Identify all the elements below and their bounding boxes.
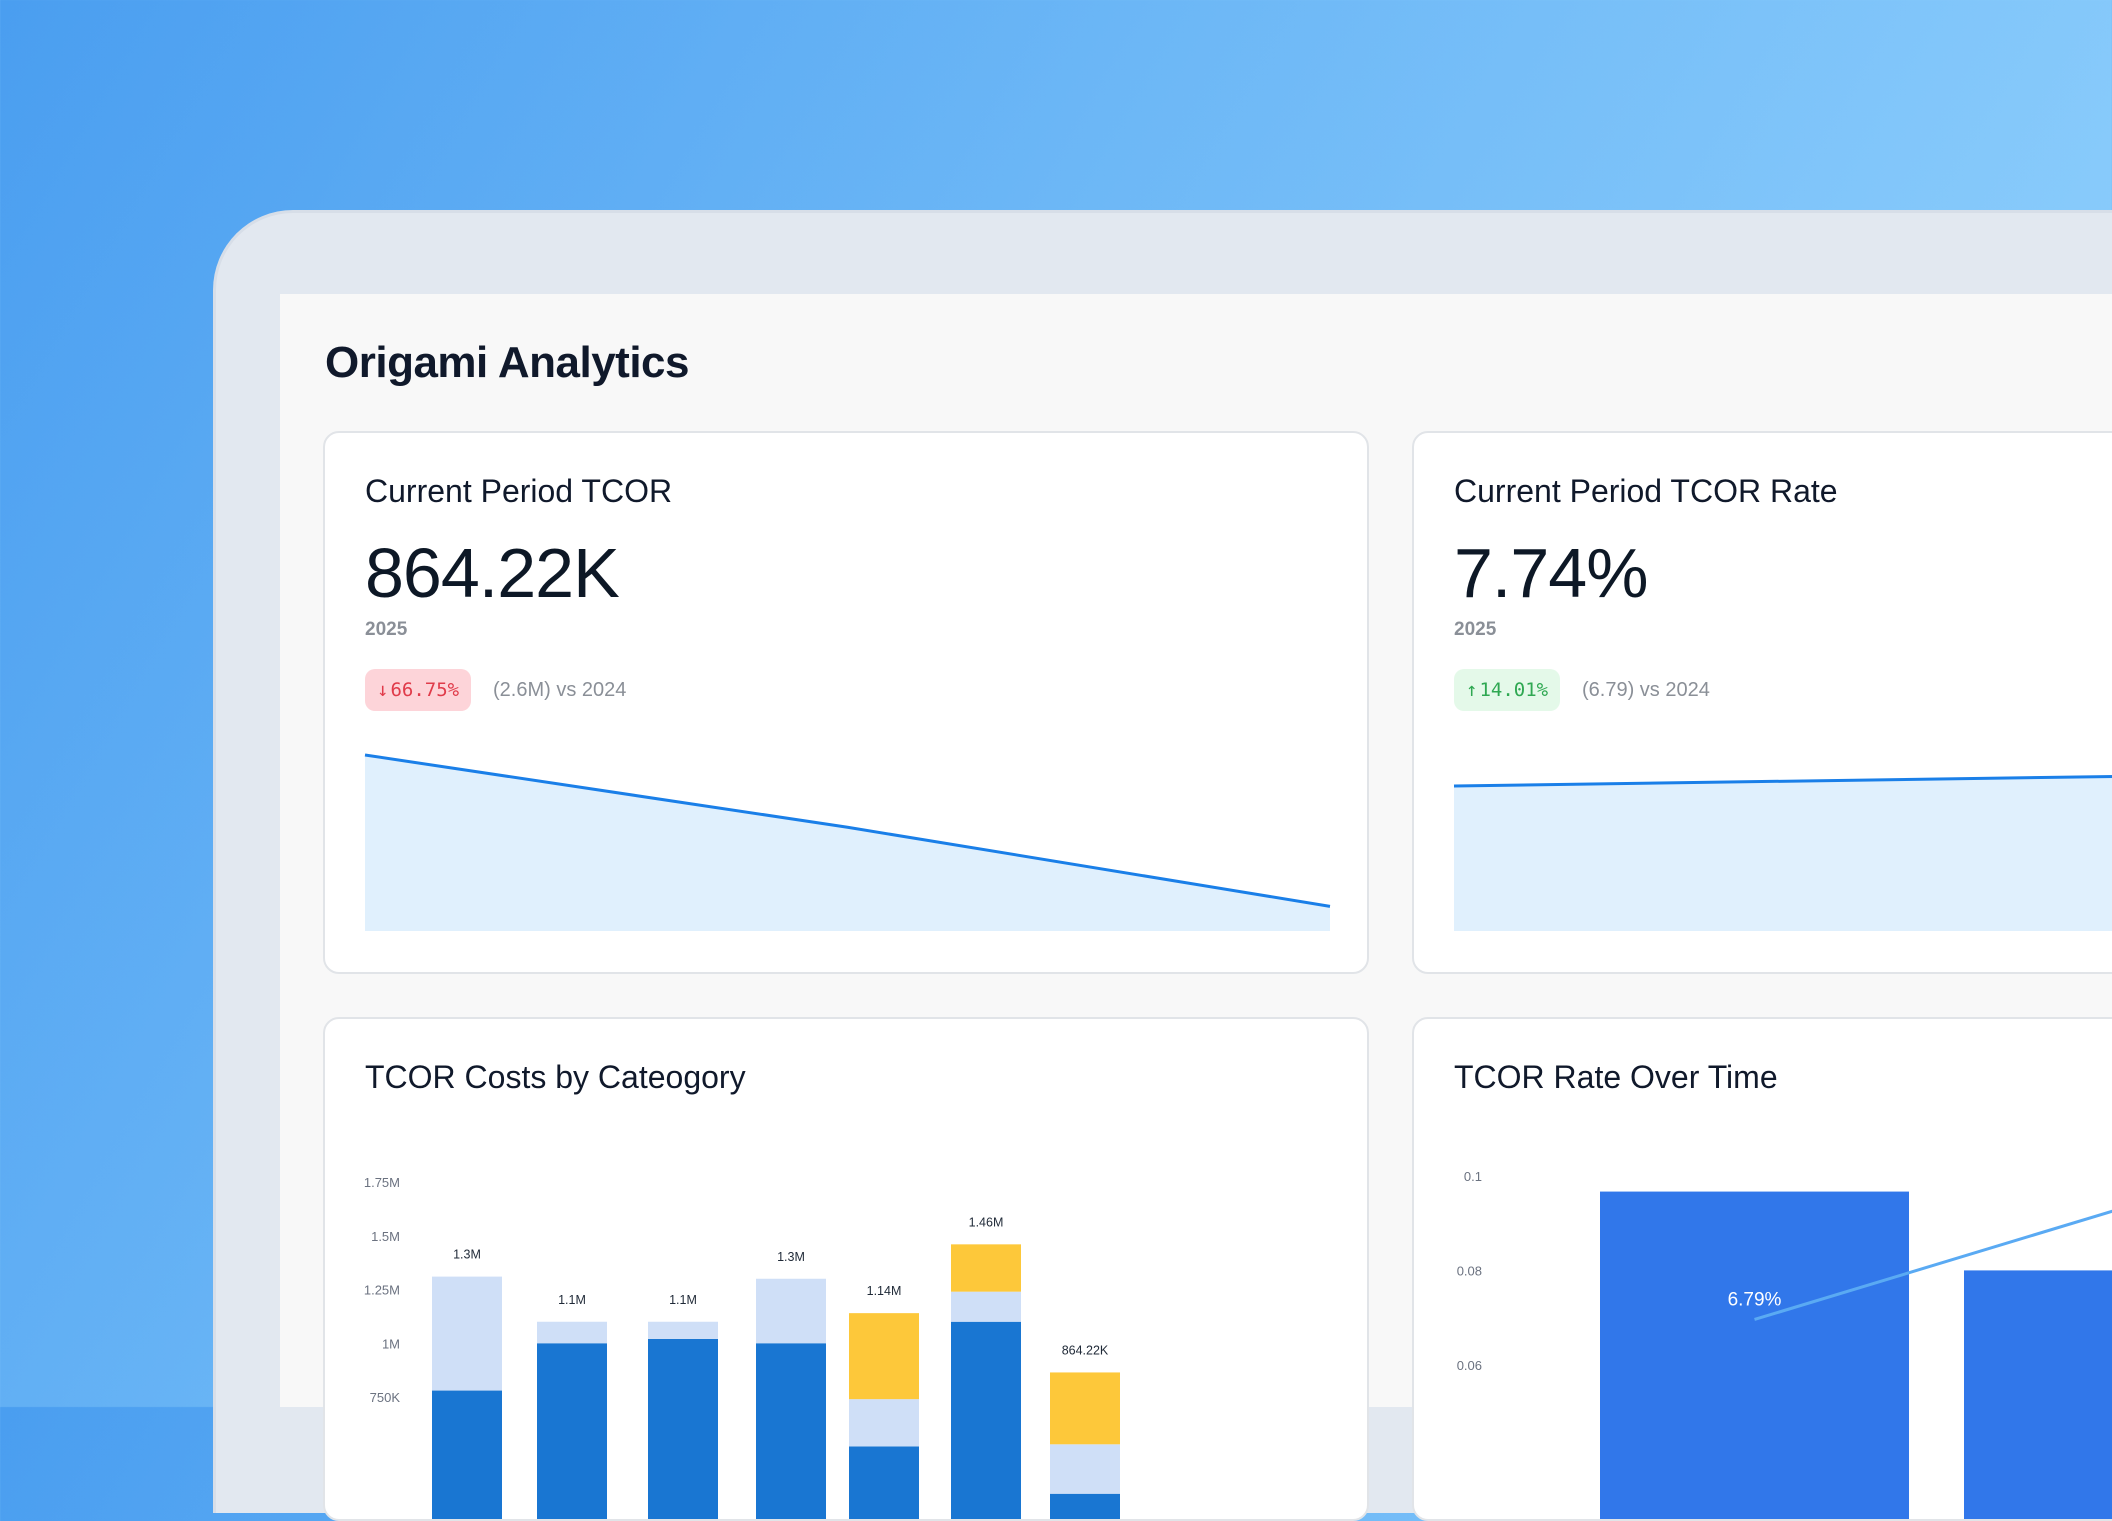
bar-total-label: 1.1M: [558, 1293, 586, 1307]
y-tick-label: 1.5M: [371, 1229, 400, 1244]
bar-segment: [432, 1277, 502, 1391]
bar-total-label: 1.14M: [867, 1284, 902, 1298]
bar-segment: [756, 1279, 826, 1344]
bar-segment: [849, 1399, 919, 1446]
bar-segment: [756, 1343, 826, 1521]
bar-segment: [849, 1313, 919, 1399]
y-tick-label: 750K: [370, 1390, 401, 1405]
bar-value-label: 6.79%: [1728, 1289, 1782, 1310]
rate-bar: [1964, 1270, 2112, 1521]
app-title: Origami Analytics: [325, 338, 689, 388]
bar-segment: [849, 1446, 919, 1521]
bar-total-label: 1.3M: [453, 1248, 481, 1262]
arrow-down-icon: ↓: [377, 679, 388, 701]
rate-bar-chart: 0.1 0.08 0.06 6.79%: [1414, 1019, 2112, 1519]
bar-total-label: 864.22K: [1062, 1343, 1109, 1357]
bar-total-label: 1.46M: [969, 1215, 1004, 1229]
kpi-card-tcor-rate[interactable]: Current Period TCOR Rate 7.74% 2025 ↑ 14…: [1412, 431, 2112, 974]
change-badge: ↑ 14.01%: [1454, 669, 1560, 711]
comparison-text: (2.6M) vs 2024: [493, 679, 626, 702]
comparison-text: (6.79) vs 2024: [1582, 679, 1710, 702]
kpi-year: 2025: [365, 619, 407, 641]
bar-segment: [951, 1322, 1021, 1521]
change-badge: ↓ 66.75%: [365, 669, 471, 711]
sparkline-area: [1454, 776, 2112, 931]
bar-segment: [1050, 1494, 1120, 1521]
y-tick-label: 0.06: [1457, 1358, 1482, 1373]
dashboard-screen: Origami Analytics Current Period TCOR 86…: [280, 294, 2112, 1407]
bar-total-label: 1.1M: [669, 1293, 697, 1307]
bar-segment: [648, 1322, 718, 1339]
bar-segment: [432, 1391, 502, 1521]
bar-segment: [537, 1322, 607, 1344]
kpi-value: 7.74%: [1454, 533, 1647, 613]
bar-total-label: 1.3M: [777, 1250, 805, 1264]
sparkline-area: [365, 755, 1330, 931]
y-tick-label: 0.1: [1464, 1169, 1482, 1184]
change-value: 14.01%: [1479, 679, 1548, 701]
rate-bar: [1600, 1192, 1909, 1521]
y-tick-label: 1.75M: [364, 1175, 400, 1190]
bar-segment: [648, 1339, 718, 1521]
stacked-bar-chart: 1.75M 1.5M 1.25M 1M 750K 1.3M 1.1M 1.1M 1.3M 1.14…: [325, 1019, 1367, 1519]
kpi-year: 2025: [1454, 619, 1496, 641]
bar-segment: [951, 1244, 1021, 1291]
bar-segment: [1050, 1444, 1120, 1493]
kpi-title: Current Period TCOR: [365, 473, 672, 510]
y-tick-label: 1.25M: [364, 1283, 400, 1298]
y-tick-label: 0.08: [1457, 1263, 1482, 1278]
bar-segment: [537, 1343, 607, 1521]
sparkline-chart: [365, 751, 1330, 931]
change-value: 66.75%: [390, 679, 459, 701]
sparkline-chart: [1454, 751, 2112, 931]
arrow-up-icon: ↑: [1466, 679, 1477, 701]
kpi-card-tcor[interactable]: Current Period TCOR 864.22K 2025 ↓ 66.75…: [323, 431, 1369, 974]
kpi-value: 864.22K: [365, 533, 619, 613]
kpi-title: Current Period TCOR Rate: [1454, 473, 1838, 510]
bar-segment: [1050, 1372, 1120, 1444]
bar-segment: [951, 1292, 1021, 1322]
y-tick-label: 1M: [382, 1336, 400, 1351]
